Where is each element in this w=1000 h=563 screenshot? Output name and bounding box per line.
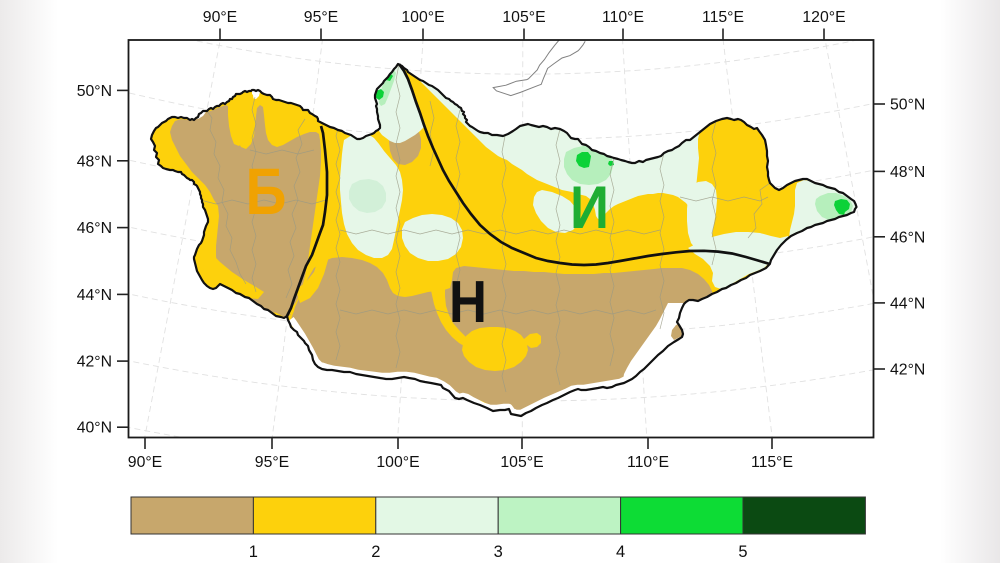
svg-text:44°N: 44°N bbox=[890, 295, 925, 312]
svg-text:50°N: 50°N bbox=[890, 97, 925, 114]
svg-text:42°N: 42°N bbox=[890, 362, 925, 379]
svg-text:Б: Б bbox=[246, 154, 287, 228]
svg-text:2: 2 bbox=[371, 543, 380, 561]
svg-text:95°E: 95°E bbox=[255, 454, 289, 471]
svg-text:46°N: 46°N bbox=[890, 229, 925, 246]
svg-text:5: 5 bbox=[738, 543, 747, 561]
svg-text:120°E: 120°E bbox=[802, 9, 845, 26]
svg-text:105°E: 105°E bbox=[502, 9, 545, 26]
svg-text:100°E: 100°E bbox=[376, 454, 419, 471]
svg-text:100°E: 100°E bbox=[401, 9, 444, 26]
svg-text:Н: Н bbox=[449, 269, 487, 335]
svg-text:110°E: 110°E bbox=[627, 454, 669, 471]
svg-text:42°N: 42°N bbox=[77, 354, 112, 371]
svg-text:90°E: 90°E bbox=[203, 9, 237, 26]
svg-text:44°N: 44°N bbox=[77, 287, 112, 304]
svg-text:95°E: 95°E bbox=[304, 9, 338, 26]
svg-text:115°E: 115°E bbox=[702, 9, 744, 26]
svg-text:46°N: 46°N bbox=[77, 220, 112, 237]
svg-text:50°N: 50°N bbox=[77, 83, 112, 100]
svg-text:48°N: 48°N bbox=[890, 164, 925, 181]
svg-text:110°E: 110°E bbox=[602, 9, 644, 26]
svg-text:90°E: 90°E bbox=[128, 454, 162, 471]
svg-text:48°N: 48°N bbox=[77, 153, 112, 170]
svg-text:105°E: 105°E bbox=[500, 454, 543, 471]
svg-text:1: 1 bbox=[249, 543, 258, 561]
svg-text:115°E: 115°E bbox=[751, 454, 793, 471]
svg-text:4: 4 bbox=[616, 543, 625, 561]
svg-text:3: 3 bbox=[494, 543, 503, 561]
svg-text:И: И bbox=[570, 174, 609, 241]
svg-text:40°N: 40°N bbox=[77, 420, 112, 437]
